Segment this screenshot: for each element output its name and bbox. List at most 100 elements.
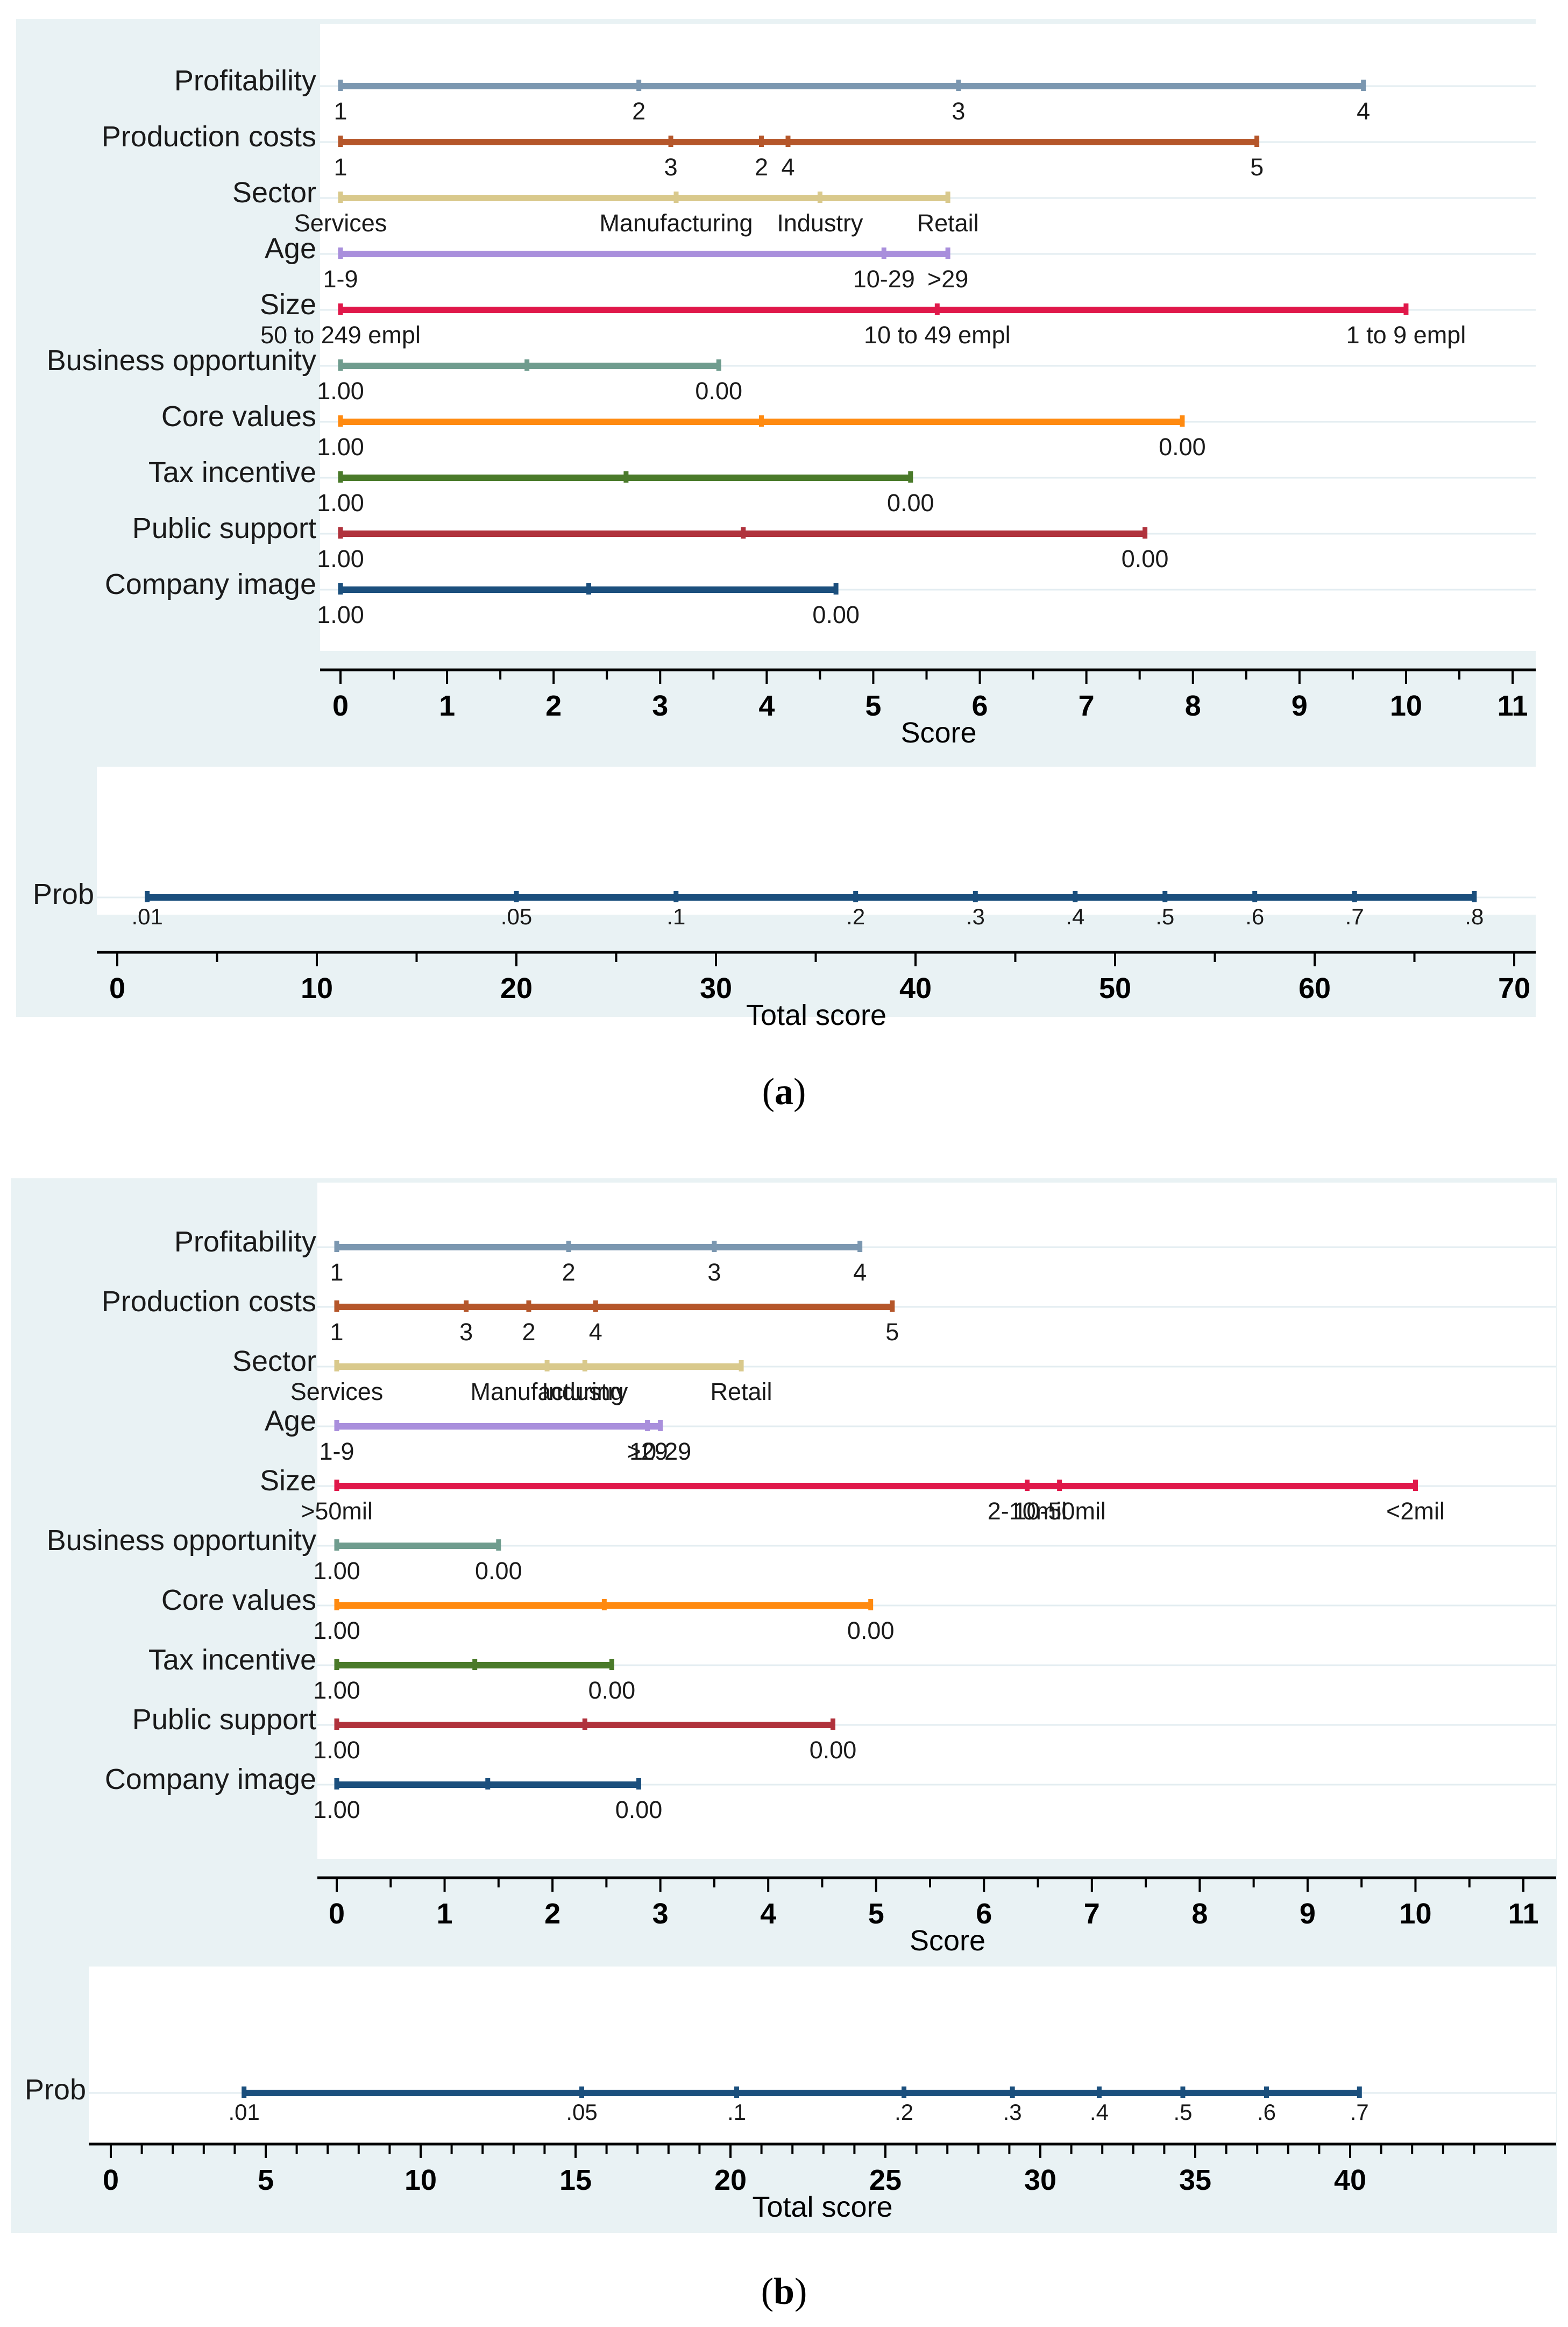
panel-b-level-label: Services xyxy=(290,1378,384,1405)
panel-a-total-tick-label: 20 xyxy=(500,972,533,1005)
panel-b-total-tick-label: 15 xyxy=(559,2164,592,2196)
panel-a-level-label: 10 to 49 empl xyxy=(864,321,1011,349)
panel-b-score-tick-label: 0 xyxy=(329,1898,345,1930)
panel-b-level-label: 1.00 xyxy=(313,1736,360,1764)
panel-a-level-label: 2 xyxy=(755,153,768,181)
panel-a-level-label: 1 to 9 empl xyxy=(1346,321,1466,349)
panel-b-level-label: 0.00 xyxy=(588,1677,636,1704)
panel-b-total-tick-label: 5 xyxy=(258,2164,274,2196)
panel-b-level-label: 1 xyxy=(330,1318,343,1346)
panel-b-level-label: 10-50mil xyxy=(1013,1497,1106,1525)
panel-a-total-tick-label: 10 xyxy=(301,972,333,1005)
panel-b-level-label: 3 xyxy=(459,1318,473,1346)
panel-b-score-tick-label: 11 xyxy=(1508,1898,1538,1930)
panel-b-prob-tick-label: .2 xyxy=(895,2099,913,2125)
panel-b-level-label: Industry xyxy=(542,1378,628,1405)
panel-a-total-tick-label: 0 xyxy=(109,972,125,1005)
panel-b-total-tick-label: 10 xyxy=(405,2164,437,2196)
panel-a-variable-label-age: Age xyxy=(265,232,316,265)
panel-b-score-tick-label: 8 xyxy=(1191,1898,1208,1930)
panel-b-level-label: Retail xyxy=(711,1378,772,1405)
panel-a-level-label: 0.00 xyxy=(695,377,742,405)
panel-a-prob-tick-label: .01 xyxy=(131,904,162,929)
panel-b-variable-label-production-costs: Production costs xyxy=(102,1285,316,1318)
panel-a-level-label: >29 xyxy=(927,265,968,293)
panel-a-score-tick-label: 6 xyxy=(972,690,988,722)
panel-b-prob-tick-label: .6 xyxy=(1257,2099,1276,2125)
panel-a-score-tick-label: 4 xyxy=(758,690,775,722)
panel-b-score-plot-area xyxy=(317,1183,1556,1859)
panel-a-level-label: 1.00 xyxy=(317,433,364,461)
panel-b-score-tick-label: 7 xyxy=(1084,1898,1100,1930)
panel-b-total-tick-label: 0 xyxy=(103,2164,119,2196)
panel-b-score-axis-title: Score xyxy=(910,1925,985,1957)
panel-b-level-label: <2mil xyxy=(1386,1497,1445,1525)
panel-b-variable-label-sector: Sector xyxy=(232,1345,316,1377)
panel-b-level-label: 1.00 xyxy=(313,1617,360,1644)
panel-a-score-plot-area xyxy=(320,24,1536,651)
panel-a-variable-label-company-image: Company image xyxy=(105,568,316,600)
panel-a-level-label: Retail xyxy=(917,209,979,237)
panel-b-level-label: 10-29 xyxy=(629,1438,691,1465)
panel-a-level-label: 0.00 xyxy=(1122,545,1169,572)
panel-b-score-tick-label: 9 xyxy=(1300,1898,1316,1930)
panel-b-level-label: 1-9 xyxy=(319,1438,354,1465)
panel-b-level-label: 1 xyxy=(330,1258,343,1286)
panel-a-prob-label: Prob xyxy=(33,878,94,910)
panel-b-level-label: >50mil xyxy=(301,1497,373,1525)
panel-a-score-tick-label: 3 xyxy=(652,690,668,722)
panel-a-variable-label-production-costs: Production costs xyxy=(102,121,316,153)
panel-a-level-label: 2 xyxy=(632,97,645,125)
panel-a-level-label: 1-9 xyxy=(323,265,358,293)
panel-a-level-label: 1.00 xyxy=(317,545,364,572)
caption-panel-b: (b) xyxy=(761,2271,807,2312)
panel-b-level-label: Manufacturing xyxy=(470,1378,623,1405)
panel-a-level-label: 3 xyxy=(664,153,678,181)
panel-b-variable-label-core-values: Core values xyxy=(161,1584,316,1616)
panel-b-variable-label-profitability: Profitability xyxy=(174,1226,316,1258)
panel-a-score-tick-label: 7 xyxy=(1079,690,1095,722)
panel-b-score-tick-label: 3 xyxy=(652,1898,669,1930)
panel-b-prob-tick-label: .3 xyxy=(1003,2099,1022,2125)
panel-b-level-label: 4 xyxy=(589,1318,602,1346)
panel-a-score-axis-title: Score xyxy=(900,717,976,749)
panel-b-prob-label: Prob xyxy=(25,2074,86,2106)
panel-a-level-label: 10-29 xyxy=(853,265,915,293)
panel-b-variable-label-business-opportunity: Business opportunity xyxy=(47,1524,316,1557)
panel-b-level-label: 1.00 xyxy=(313,1796,360,1823)
panel-b-total-tick-label: 20 xyxy=(714,2164,747,2196)
panel-b-score-tick-label: 5 xyxy=(868,1898,884,1930)
panel-a-total-tick-label: 60 xyxy=(1299,972,1331,1005)
panel-b-level-label: 3 xyxy=(707,1258,721,1286)
panel-a-prob-tick-label: .3 xyxy=(966,904,985,929)
caption-letter-a: a xyxy=(775,1071,793,1113)
panel-b-prob-tick-label: .1 xyxy=(727,2099,746,2125)
panel-b-total-tick-label: 25 xyxy=(869,2164,902,2196)
panel-b-prob-tick-label: .05 xyxy=(566,2099,597,2125)
panel-b-total-plot-area xyxy=(89,1967,1556,2144)
panel-b-prob-tick-label: .7 xyxy=(1350,2099,1369,2125)
panel-a-prob-tick-label: .5 xyxy=(1155,904,1174,929)
panel-b-score-tick-label: 10 xyxy=(1399,1898,1431,1930)
panel-a-variable-label-core-values: Core values xyxy=(161,400,316,433)
panel-b-score-tick-label: 4 xyxy=(760,1898,776,1930)
panel-b-score-tick-label: 1 xyxy=(437,1898,453,1930)
panel-a-prob-tick-label: .6 xyxy=(1245,904,1264,929)
panel-b-level-label: 2 xyxy=(522,1318,535,1346)
panel-b-prob-tick-label: .01 xyxy=(228,2099,259,2125)
panel-a-level-label: 4 xyxy=(781,153,794,181)
panel-a-total-axis-title: Total score xyxy=(746,999,886,1031)
panel-a-variable-label-profitability: Profitability xyxy=(174,65,316,97)
panel-a-total-tick-label: 30 xyxy=(700,972,732,1005)
panel-b-level-label: 0.00 xyxy=(810,1736,857,1764)
panel-a-score-tick-label: 8 xyxy=(1185,690,1201,722)
panel-a-prob-tick-label: .7 xyxy=(1345,904,1364,929)
panel-a-level-label: 3 xyxy=(952,97,965,125)
caption-letter-b: b xyxy=(774,2271,794,2312)
panel-a-prob-tick-label: .8 xyxy=(1465,904,1484,929)
panel-b-variable-label-public-support: Public support xyxy=(132,1703,316,1736)
panel-a-level-label: 1.00 xyxy=(317,489,364,517)
panel-b-prob-tick-label: .5 xyxy=(1173,2099,1192,2125)
panel-b-total-tick-label: 30 xyxy=(1024,2164,1056,2196)
